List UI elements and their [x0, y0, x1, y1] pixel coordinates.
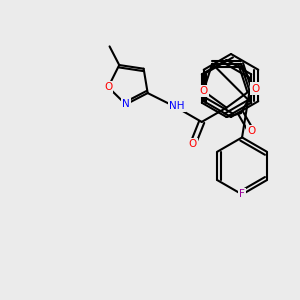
Text: O: O — [247, 126, 255, 136]
Text: N: N — [122, 99, 130, 110]
Text: NH: NH — [169, 101, 185, 111]
Text: O: O — [199, 86, 208, 96]
Text: O: O — [104, 82, 112, 92]
Text: O: O — [251, 83, 259, 94]
Text: O: O — [189, 140, 197, 149]
Text: F: F — [239, 189, 245, 200]
